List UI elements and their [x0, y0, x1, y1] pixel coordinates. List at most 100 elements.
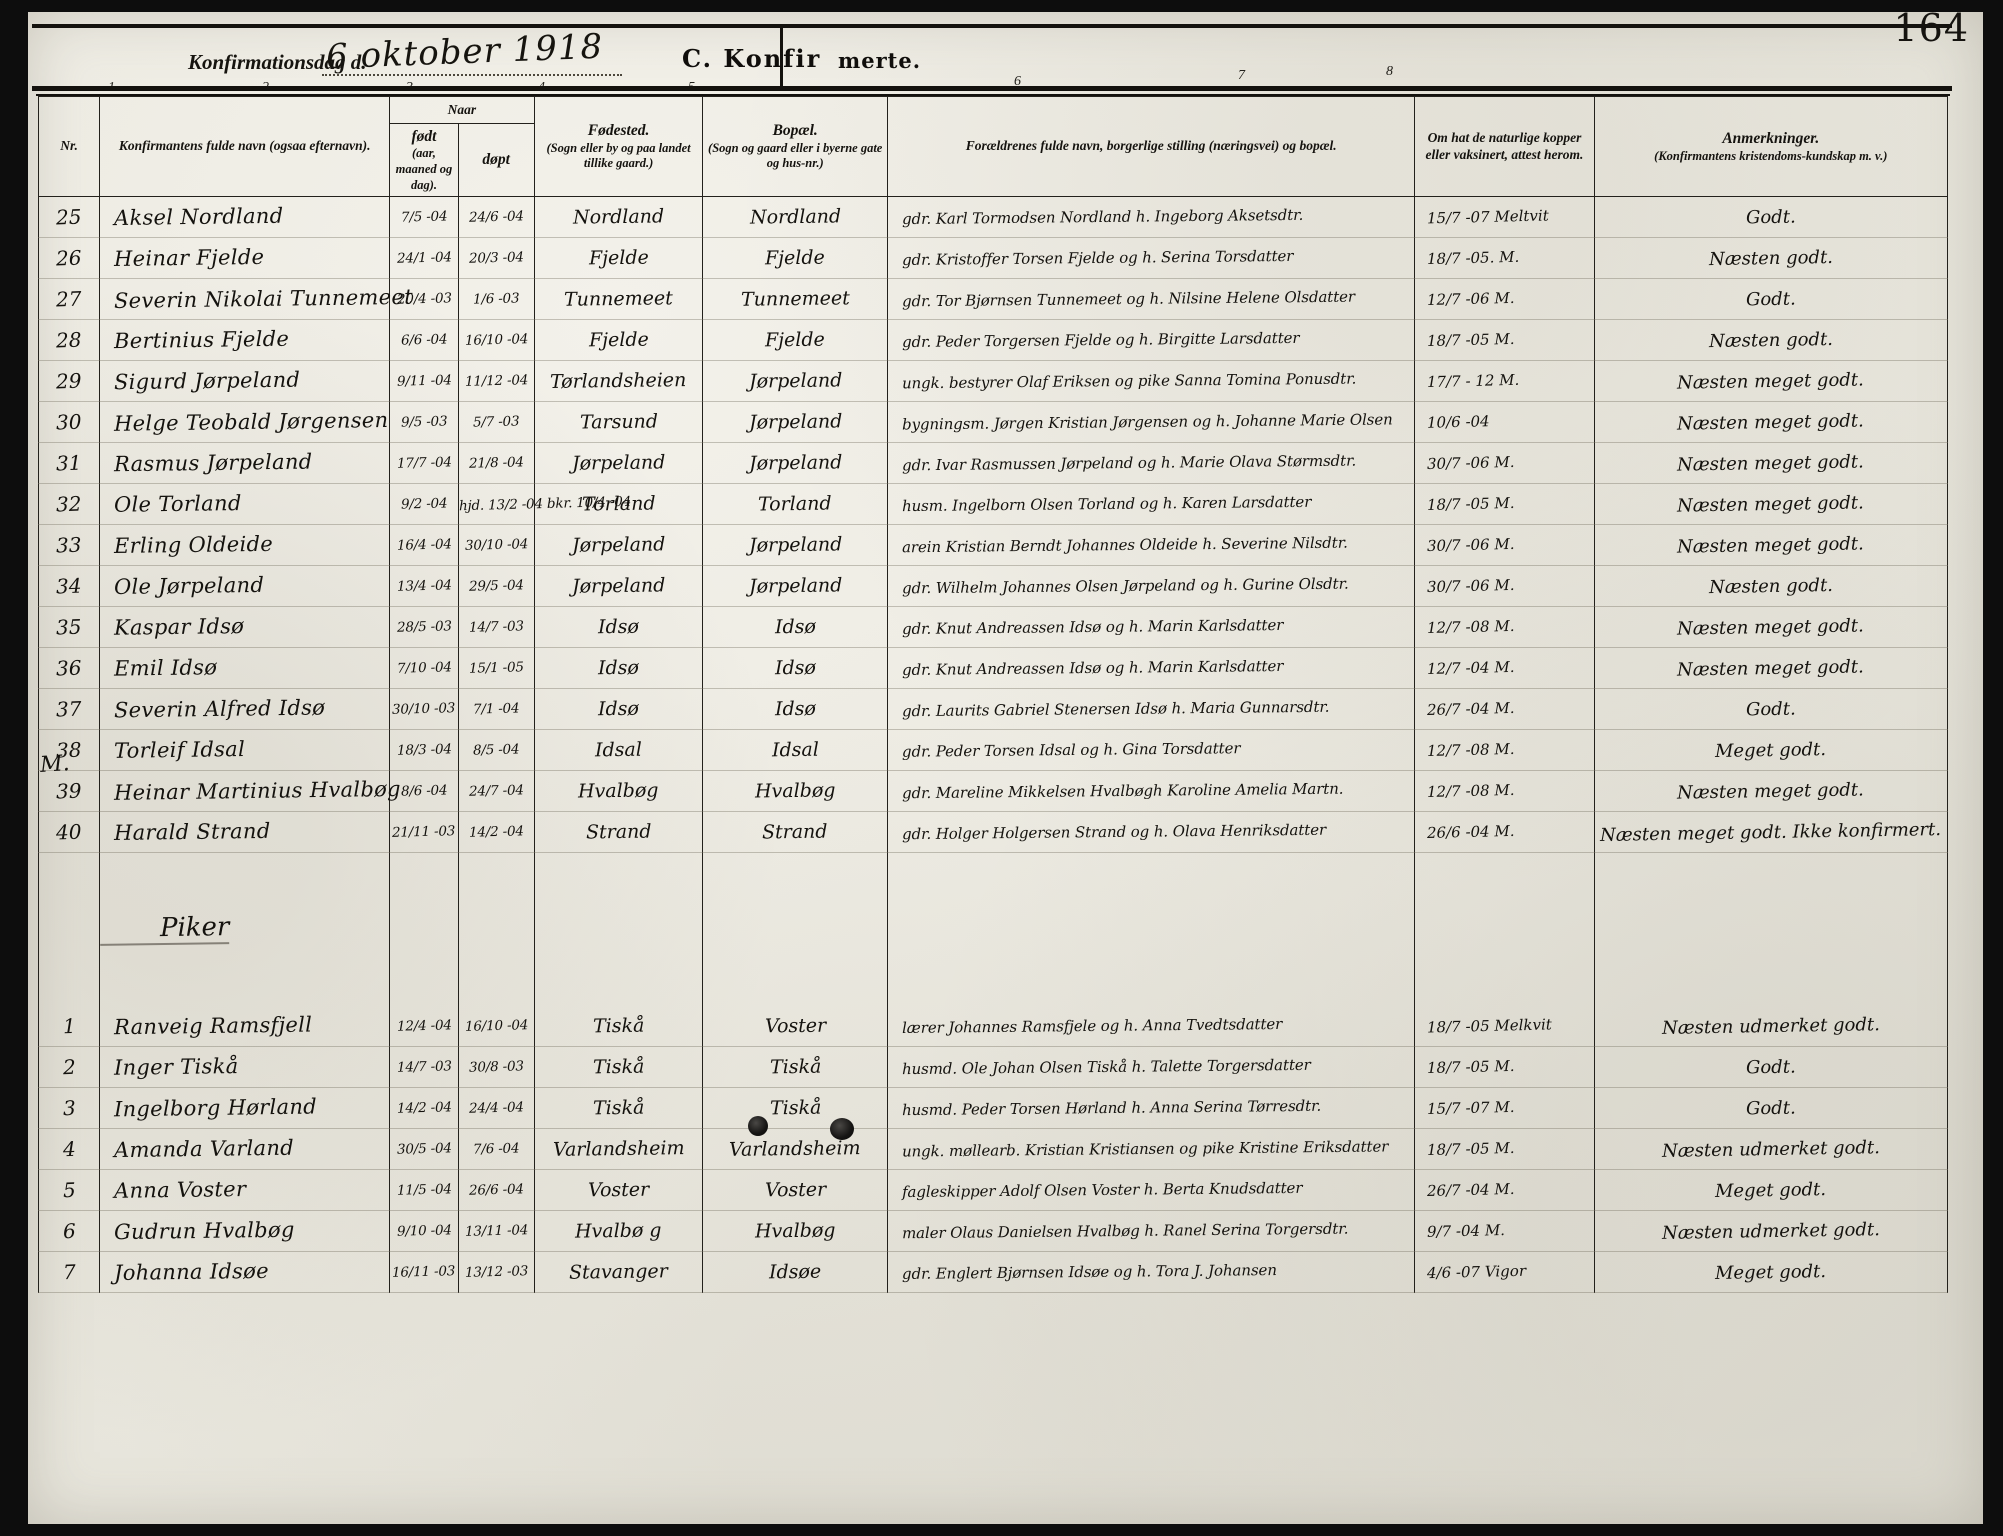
cell-nr-value: 5	[62, 1178, 76, 1203]
cell-bopael: Tunnemeet	[702, 278, 888, 321]
cell-kopper: 26/6 -04 M.	[1414, 811, 1595, 854]
cell-fodested-value: Hvalbøg	[578, 779, 659, 803]
cell-kopper-value: 18/7 -05 M.	[1427, 329, 1516, 350]
cell-nr-value: 2	[62, 1055, 76, 1080]
cell-anmerkning-value: Næsten meget godt.	[1677, 369, 1865, 394]
cell-anmerkning: Næsten meget godt.	[1593, 360, 1949, 403]
rule-top	[32, 24, 1952, 28]
cell-fodt: 6/6 -04	[389, 319, 459, 362]
cell-bopael-value: Idsø	[774, 697, 816, 721]
col-header-naar-dopt-label: døpt	[482, 151, 510, 169]
cell-nr: 29	[37, 360, 101, 403]
cell-foreldre: lærer Johannes Ramsfjele og h. Anna Tved…	[886, 1005, 1416, 1048]
cell-dopt-value: 1/6 -03	[472, 290, 520, 308]
cell-name: Heinar Fjelde	[99, 237, 391, 280]
cell-nr: 36	[37, 647, 101, 690]
cell-foreldre: gdr. Peder Torgersen Fjelde og h. Birgit…	[886, 319, 1416, 362]
cell-nr-value: 26	[55, 245, 83, 271]
cell-anmerkning-value: Meget godt.	[1715, 1260, 1827, 1284]
cell-foreldre: ungk. møllearb. Kristian Kristiansen og …	[886, 1128, 1416, 1171]
cell-nr: 3	[37, 1087, 101, 1130]
cell-dopt: 16/10 -04	[457, 319, 535, 362]
ink-blot-left	[748, 1116, 768, 1136]
table-row: 38 Torleif Idsal 18/3 -04 8/5 -04 Idsal Idsal…	[37, 729, 1949, 772]
cell-fodt-value: 13/4 -04	[396, 577, 452, 595]
table-row: 31 Rasmus Jørpeland 17/7 -04 21/8 -04 Jørpel…	[37, 442, 1949, 485]
cell-foreldre: gdr. Kristoffer Torsen Fjelde og h. Seri…	[886, 237, 1416, 280]
cell-fodt: 28/5 -03	[389, 606, 459, 649]
table-row: 34 Ole Jørpeland 13/4 -04 29/5 -04 Jørpeland…	[37, 565, 1949, 608]
cell-name: Ingelborg Hørland	[99, 1087, 391, 1130]
cell-foreldre: gdr. Knut Andreassen Idsø og h. Marin Ka…	[886, 647, 1416, 690]
cell-fodested-value: Idsø	[597, 656, 640, 680]
cell-fodested-value: Strand	[585, 820, 652, 844]
cell-dopt-value: 30/8 -03	[468, 1058, 524, 1076]
cell-empty	[702, 852, 888, 900]
cell-fodt-value: 9/5 -03	[400, 413, 448, 431]
cell-fodested-value: Tiskå	[592, 1014, 645, 1038]
cell-name-value: Bertinius Fjelde	[113, 326, 290, 354]
cell-foreldre-value: gdr. Tor Bjørnsen Tunnemeet og h. Nilsin…	[901, 287, 1356, 311]
section-label-girls-text: Piker	[99, 912, 230, 947]
col-header-fodested: Fødested. (Sogn eller by og paa landet t…	[533, 95, 704, 198]
table-row: 5 Anna Voster 11/5 -04 26/6 -04 Voster Voster…	[37, 1169, 1949, 1212]
cell-kopper-value: 9/7 -04 M.	[1427, 1220, 1506, 1241]
cell-name: Gudrun Hvalbøg	[99, 1210, 391, 1253]
cell-anmerkning-value: Næsten godt.	[1708, 246, 1833, 270]
cell-dopt: 13/12 -03	[457, 1251, 535, 1294]
cell-fodt-value: 20/4 -03	[396, 290, 452, 308]
cell-kopper-value: 15/7 -07 M.	[1427, 1097, 1516, 1118]
cell-name: Heinar Martinius Hvalbøg	[99, 770, 401, 813]
col-header-naar-fodt-label: født	[411, 128, 437, 145]
cell-anmerkning: Næsten godt.	[1593, 565, 1949, 608]
cell-dopt-value: 8/5 -04	[472, 741, 520, 759]
cell-nr: 27	[37, 278, 101, 321]
table-row: 32 Ole Torland 9/2 -04 hjd. 13/2 -04 bkr. 1…	[37, 483, 1949, 526]
cell-kopper: 30/7 -06 M.	[1414, 565, 1595, 608]
cell-name-value: Severin Nikolai Tunnemeet	[114, 285, 414, 314]
cell-bopael-value: Tiskå	[769, 1055, 822, 1079]
cell-kopper: 26/7 -04 M.	[1414, 1169, 1595, 1212]
cell-nr: 35	[37, 606, 101, 649]
cell-foreldre-value: arein Kristian Berndt Johannes Oldeide h…	[901, 533, 1348, 557]
col-header-naar-fodt: født (aar, maaned og dag).	[389, 122, 459, 198]
table-header-subrow: født (aar, maaned og dag). døpt	[39, 122, 1948, 198]
cell-fodt: 30/10 -03	[389, 688, 459, 731]
cell-anmerkning: Næsten meget godt.	[1593, 524, 1949, 567]
cell-dopt-value: 24/7 -04	[468, 782, 524, 800]
col-header-anmerkninger: Anmerkninger. (Konfirmantens kristendoms…	[1593, 95, 1949, 198]
cell-name: Harald Strand	[99, 811, 391, 854]
cell-fodt-value: 16/4 -04	[396, 536, 452, 554]
cell-fodested: Tarsund	[533, 401, 704, 444]
cell-foreldre-value: gdr. Peder Torgersen Fjelde og h. Birgit…	[901, 328, 1300, 351]
cell-kopper: 12/7 -08 M.	[1414, 606, 1595, 649]
cell-fodt: 7/5 -04	[389, 196, 459, 239]
cell-foreldre: husmd. Peder Torsen Hørland h. Anna Seri…	[886, 1087, 1416, 1130]
cell-name-value: Torleif Idsal	[113, 737, 246, 764]
cell-bopael-value: Idsøe	[768, 1260, 822, 1284]
col-header-naar-group: Naar	[389, 96, 535, 124]
cell-bopael-value: Varlandsheim	[729, 1137, 862, 1162]
cell-nr: 28	[37, 319, 101, 362]
cell-name: Kaspar Idsø	[99, 606, 391, 649]
cell-anmerkning-value: Næsten meget godt.	[1677, 410, 1865, 435]
cell-name: Severin Nikolai Tunnemeet	[99, 278, 413, 321]
cell-empty	[702, 958, 888, 1006]
col-header-nr: Nr.	[37, 95, 101, 198]
cell-name-value: Ingelborg Hørland	[113, 1094, 318, 1122]
cell-fodested: Jørpeland	[533, 524, 704, 567]
cell-kopper-value: 18/7 -05 M.	[1427, 1056, 1516, 1077]
cell-bopael: Fjelde	[702, 319, 888, 362]
cell-kopper: 18/7 -05 M.	[1414, 483, 1595, 526]
cell-bopael: Fjelde	[702, 237, 888, 280]
cell-name-value: Severin Alfred Idsø	[113, 695, 326, 723]
cell-dopt-value: 26/6 -04	[468, 1181, 524, 1199]
cell-fodt-value: 28/5 -03	[396, 618, 452, 636]
cell-name: Rasmus Jørpeland	[99, 442, 391, 485]
cell-bopael: Tiskå	[702, 1046, 888, 1089]
cell-fodested-value: Voster	[587, 1178, 650, 1202]
cell-dopt-value: 21/8 -04	[468, 454, 524, 472]
cell-kopper: 4/6 -07 Vigor	[1414, 1251, 1595, 1294]
cell-anmerkning: Næsten meget godt.	[1593, 483, 1949, 526]
cell-bopael: Jørpeland	[702, 524, 888, 567]
